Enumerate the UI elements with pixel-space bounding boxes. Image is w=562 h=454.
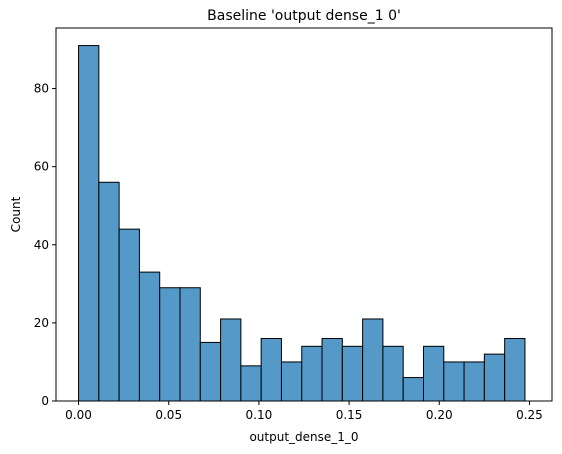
histogram-bar	[504, 338, 526, 402]
y-tick-label: 40	[34, 238, 49, 252]
histogram-bar	[159, 287, 181, 402]
plot-frame	[55, 27, 553, 402]
histogram-bar	[118, 228, 140, 402]
histogram-bar	[483, 353, 506, 402]
chart-title: Baseline 'output dense_1 0'	[207, 8, 401, 24]
bars-group	[78, 45, 526, 402]
y-tick-label: 0	[41, 394, 49, 408]
histogram-bar	[220, 318, 242, 402]
histogram-bar	[280, 361, 303, 402]
histogram-bar	[422, 345, 445, 402]
histogram-bar	[382, 345, 404, 402]
x-tick-label: 0.15	[336, 408, 363, 422]
histogram-bar	[301, 345, 323, 402]
histogram-bar	[138, 271, 161, 402]
x-tick-label: 0.10	[246, 408, 273, 422]
histogram-bar	[362, 318, 384, 402]
x-axis-label: output_dense_1_0	[249, 430, 358, 444]
y-tick-label: 20	[34, 316, 49, 330]
x-axis-ticks: 0.00 0.05 0.10 0.15 0.20 0.25	[65, 401, 543, 422]
histogram-bar	[78, 45, 100, 402]
x-tick-label: 0.00	[65, 408, 92, 422]
x-tick-label: 0.25	[516, 408, 543, 422]
y-tick-label: 80	[34, 82, 49, 96]
histogram-bar	[98, 181, 120, 402]
histogram-bar	[179, 287, 201, 402]
histogram-bar	[463, 361, 485, 402]
x-tick-label: 0.20	[426, 408, 453, 422]
histogram-bar	[443, 361, 465, 402]
histogram-bar	[321, 338, 343, 402]
histogram-bar	[341, 345, 364, 402]
histogram-bar	[240, 365, 262, 402]
x-tick-label: 0.05	[155, 408, 182, 422]
histogram-bar	[402, 377, 424, 402]
y-axis-ticks: 0 20 40 60 80	[34, 82, 56, 408]
histogram-bar	[260, 338, 282, 402]
y-tick-label: 60	[34, 160, 49, 174]
y-axis-label: Count	[9, 196, 23, 232]
histogram-bar	[199, 341, 222, 402]
